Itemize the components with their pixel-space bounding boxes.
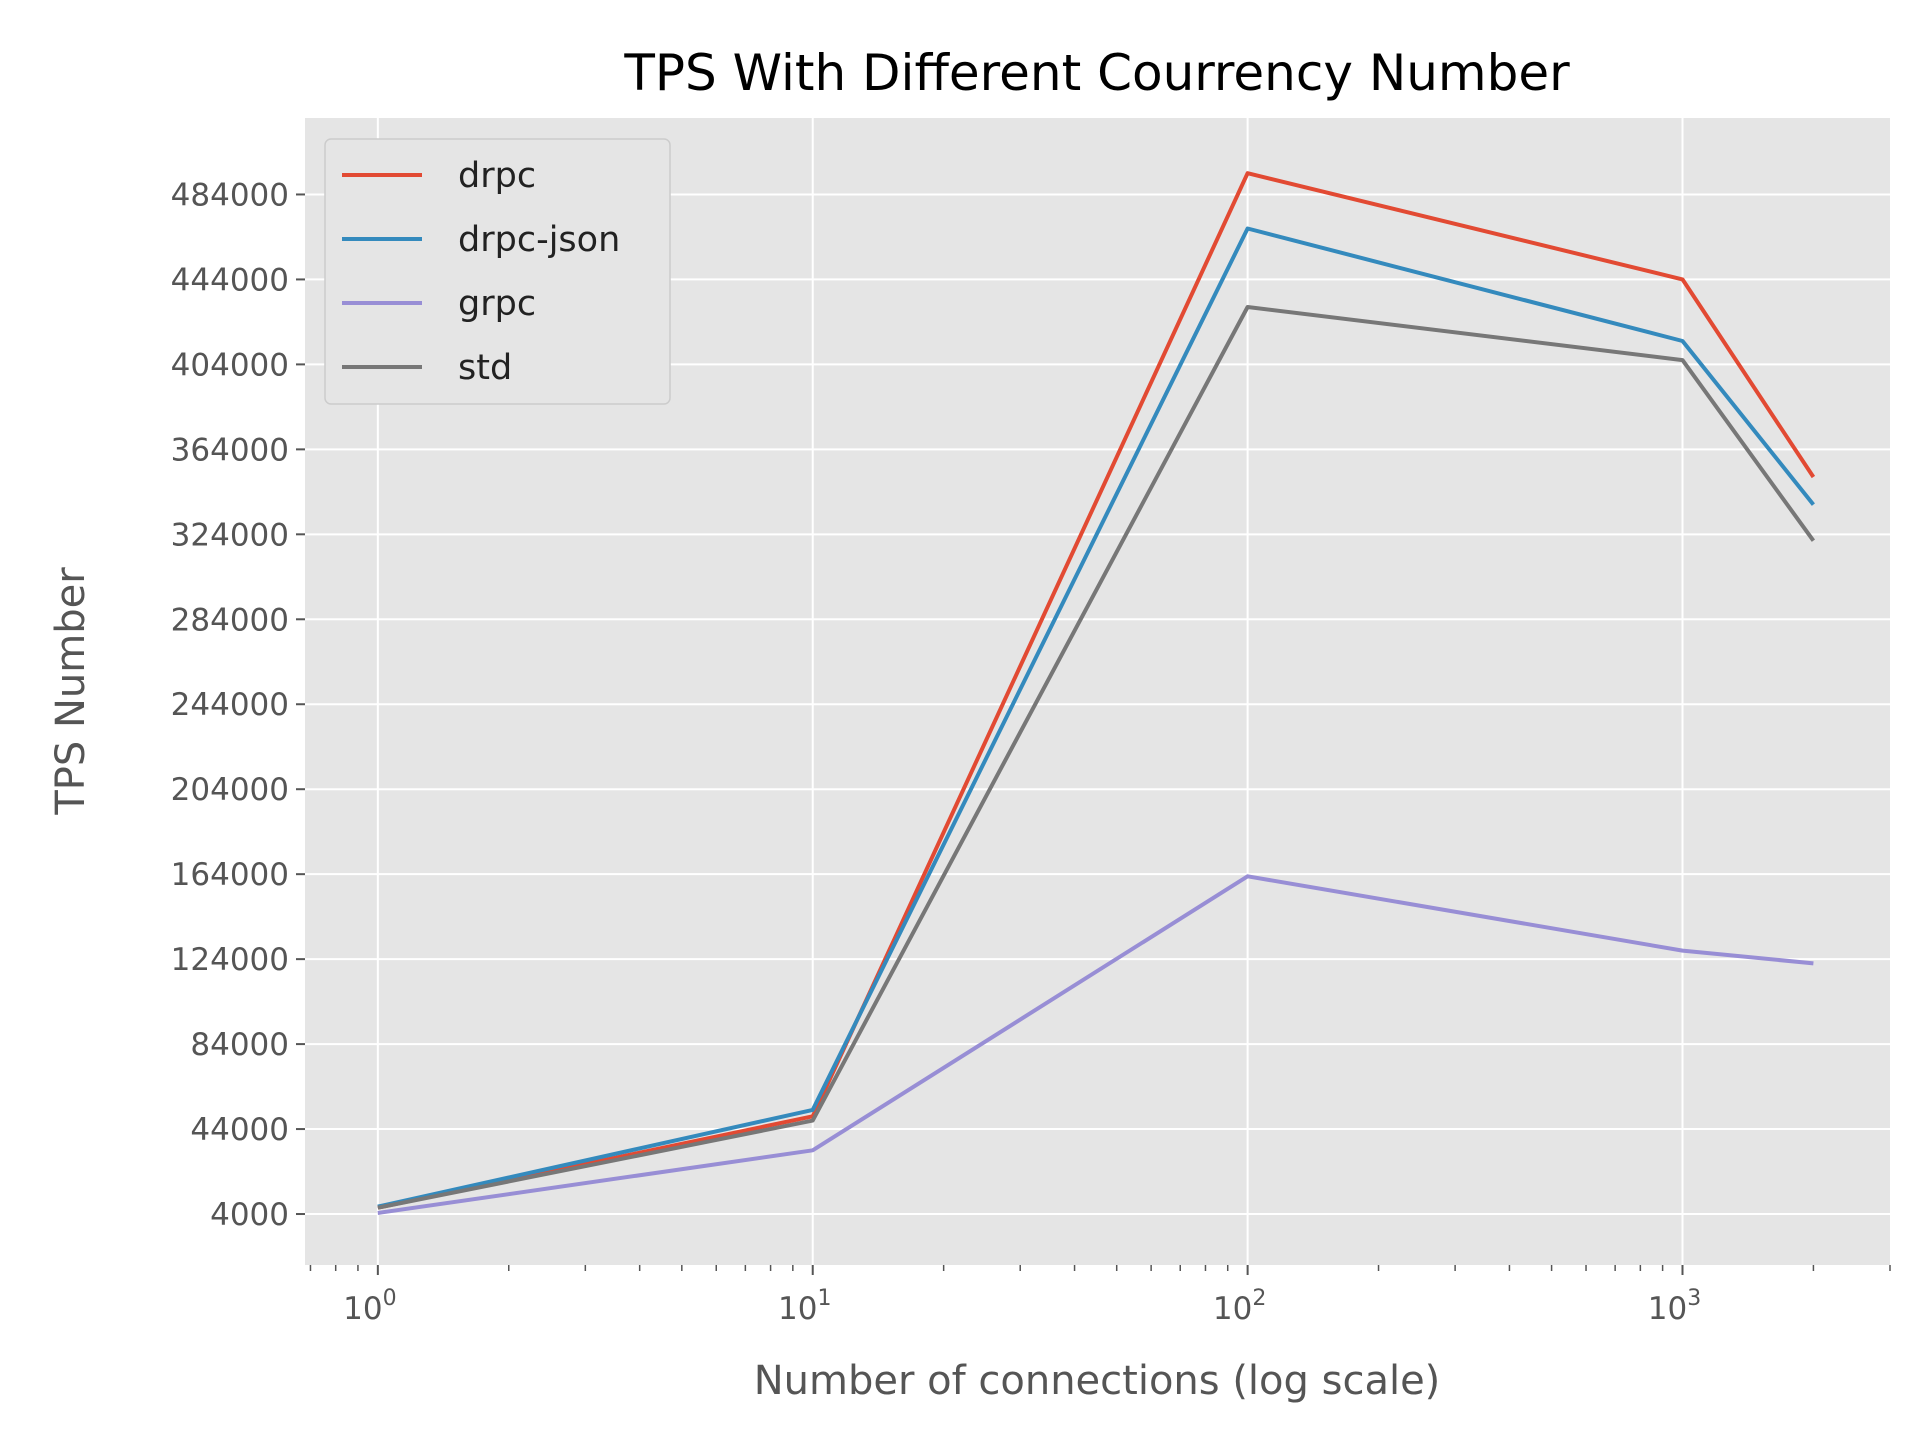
grid-lines	[305, 118, 1890, 1265]
y-tick-label: 4000	[210, 1197, 289, 1233]
legend-box	[324, 138, 671, 405]
series-lines	[377, 171, 1816, 1215]
legend-label: grpc	[458, 284, 536, 324]
series-line-grpc	[377, 874, 1814, 1215]
y-tick-label: 284000	[171, 602, 289, 638]
chart-title: TPS With Different Courrency Number	[623, 44, 1570, 102]
axis-ticks: 4000 44000 84000 124000 164000 204000 244000 28…	[171, 177, 1891, 1327]
y-tick-label: 444000	[171, 262, 289, 298]
x-tick-label: 103	[1648, 1286, 1701, 1327]
x-tick-label: 100	[343, 1286, 396, 1327]
y-tick-label: 364000	[171, 432, 289, 468]
legend-label: std	[458, 348, 512, 388]
series-line-drpc	[377, 171, 1816, 1210]
y-tick-label: 44000	[190, 1112, 289, 1148]
y-tick-label: 124000	[171, 942, 289, 978]
y-axis-label: TPS Number	[48, 567, 94, 816]
y-tick-label: 204000	[171, 772, 289, 808]
y-tick-label: 84000	[190, 1027, 289, 1063]
y-tick-label: 484000	[171, 177, 289, 213]
y-tick-label: 164000	[171, 857, 289, 893]
legend-label: drpc-json	[458, 220, 620, 260]
x-tick-label: 101	[778, 1286, 831, 1327]
legend-label: drpc	[458, 156, 536, 196]
series-line-drpc-json	[377, 226, 1815, 1209]
y-tick-label: 324000	[171, 517, 289, 553]
series-line-std	[377, 305, 1816, 1210]
legend: drpc drpc-json grpc std	[324, 138, 671, 405]
y-tick-label: 404000	[171, 347, 289, 383]
y-tick-label: 244000	[171, 687, 289, 723]
x-tick-label: 102	[1213, 1286, 1266, 1327]
x-axis-label: Number of connections (log scale)	[754, 1358, 1441, 1404]
